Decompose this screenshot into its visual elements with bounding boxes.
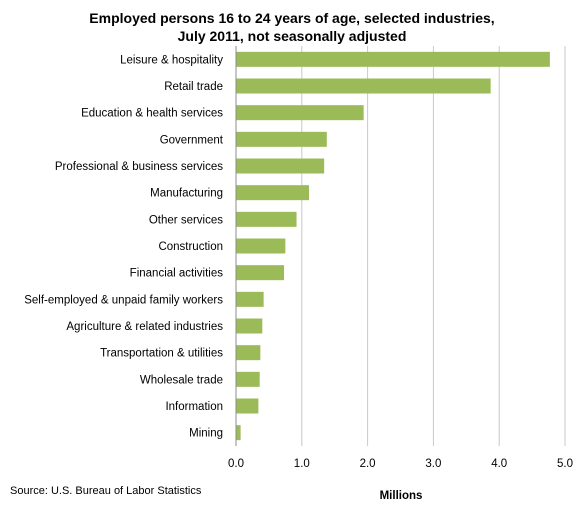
x-tick-label: 0.0 — [228, 458, 244, 470]
bar — [236, 131, 327, 147]
category-label: Professional & business services — [55, 161, 223, 173]
x-tick-label: 5.0 — [557, 458, 573, 470]
chart-title-line-2: July 2011, not seasonally adjusted — [178, 28, 407, 44]
category-label: Financial activities — [130, 268, 224, 280]
gridlines — [301, 46, 566, 446]
category-label: Wholesale trade — [140, 374, 223, 386]
category-label: Manufacturing — [150, 188, 223, 200]
category-labels: Leisure & hospitality Retail trade Educati… — [24, 54, 224, 439]
bar — [236, 238, 286, 254]
bar — [236, 185, 310, 201]
x-tick-label: 3.0 — [425, 458, 441, 470]
bar — [236, 398, 259, 414]
chart-title-line-1: Employed persons 16 to 24 years of age, … — [89, 10, 494, 26]
bar — [236, 51, 550, 67]
x-axis-title: Millions — [380, 490, 423, 502]
category-label: Government — [160, 134, 224, 146]
category-label: Transportation & utilities — [100, 348, 223, 360]
bar — [236, 78, 491, 94]
bar — [236, 425, 241, 441]
category-label: Retail trade — [164, 81, 223, 93]
category-label: Self-employed & unpaid family workers — [24, 294, 223, 306]
category-label: Other services — [149, 214, 223, 226]
category-label: Mining — [189, 428, 223, 440]
category-label: Agriculture & related industries — [66, 321, 223, 333]
bar — [236, 265, 285, 281]
bar — [236, 158, 325, 174]
bar — [236, 291, 264, 307]
bar — [236, 345, 261, 361]
category-label: Education & health services — [81, 108, 223, 120]
bar — [236, 211, 297, 227]
x-tick-label: 4.0 — [491, 458, 507, 470]
x-tick-label: 1.0 — [294, 458, 310, 470]
category-label: Leisure & hospitality — [120, 54, 223, 66]
category-label: Information — [165, 401, 223, 413]
bar — [236, 371, 260, 387]
x-tick-labels: 0.0 1.0 2.0 3.0 4.0 5.0 — [228, 458, 573, 470]
bars — [236, 51, 550, 441]
bar — [236, 105, 364, 121]
category-label: Construction — [158, 241, 223, 253]
x-tick-label: 2.0 — [360, 458, 376, 470]
bar — [236, 318, 263, 334]
source-note: Source: U.S. Bureau of Labor Statistics — [10, 485, 202, 497]
